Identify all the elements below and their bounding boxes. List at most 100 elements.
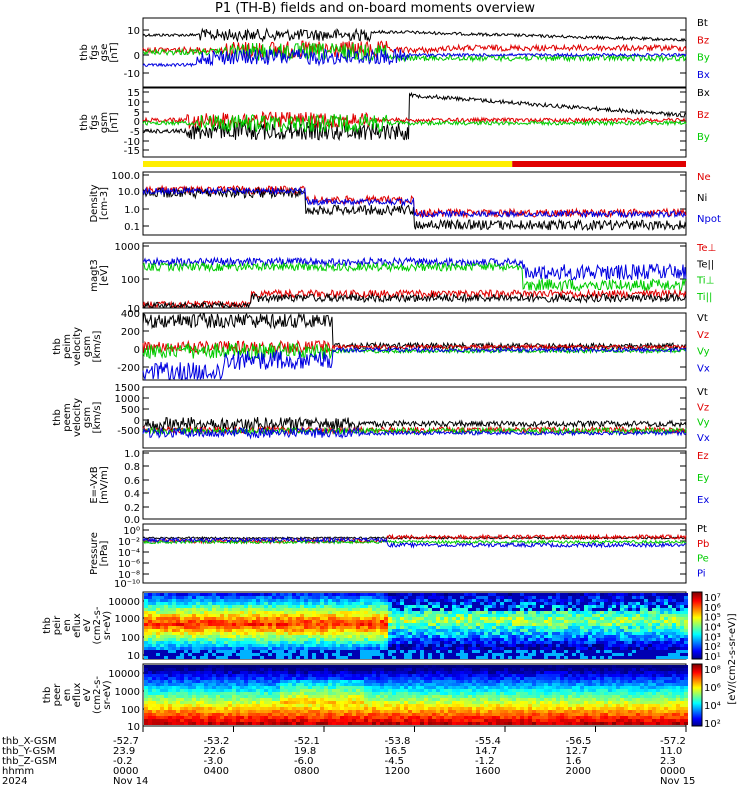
- ytick-label: 10⁰: [123, 526, 140, 537]
- legend-fgs_gse-0: Bt: [697, 18, 708, 29]
- ytick-label: 10: [127, 98, 140, 109]
- ylabel-line: [eV]: [99, 265, 110, 286]
- chart-title: P1 (TH-B) fields and on-board moments ov…: [215, 1, 535, 16]
- xaxis-value: 23.9: [113, 746, 135, 757]
- ytick-label: 10⁻¹⁰: [114, 579, 140, 590]
- ylabel-line: velocity: [72, 327, 83, 366]
- ylabel-peer_eflux: thb peer en eflux eV (cm2-s-sr-eV): [42, 676, 113, 714]
- series-bt: [142, 27, 687, 43]
- ytick-label: 0.0: [124, 515, 140, 526]
- colorbar-peir_eflux: [691, 591, 703, 660]
- ylabel-line: velocity: [72, 398, 83, 437]
- ylabel-line: gse: [99, 44, 110, 62]
- ytick-label: 400: [121, 309, 140, 320]
- colorbar-tick: 10⁵: [704, 613, 721, 624]
- legend-temperature-1: Te||: [696, 259, 714, 270]
- ytick-label: 10: [127, 26, 140, 37]
- ylabel-temperature: magt3 [eV]: [89, 259, 110, 292]
- legend-fgs_gse-2: By: [697, 53, 710, 64]
- xaxis-value: -1.2: [475, 756, 495, 767]
- colorbar-label: [eV/(cm2-s-sr-eV)]: [727, 613, 738, 704]
- ylabel-line: peim: [62, 334, 73, 359]
- legend-pressure-2: Pe: [697, 554, 709, 565]
- legend-peem_velocity-3: Vx: [697, 433, 710, 444]
- legend-fgs_gse-1: Bz: [697, 35, 709, 46]
- legend-peem_velocity-0: Vt: [697, 387, 708, 398]
- ylabel-line: magt3: [89, 259, 100, 292]
- xaxis-value: -52.7: [113, 736, 139, 747]
- ytick-label: 1500: [115, 383, 140, 394]
- xaxis-value: 2.3: [660, 756, 676, 767]
- ylabel-peir_eflux: thb peir en eflux eV (cm2-s-sr-eV): [42, 606, 113, 644]
- legend-peim_velocity-1: Vz: [697, 330, 709, 341]
- ylabel-line: gsm: [99, 112, 110, 133]
- ytick-label: 1000: [115, 687, 140, 698]
- legend-density-2: Npot: [697, 214, 721, 225]
- xaxis-value: 19.8: [294, 746, 316, 757]
- series-pi: [142, 536, 687, 549]
- spectrogram-peer: [144, 665, 688, 725]
- ylabel-line: Pressure: [89, 532, 100, 575]
- series-npot: [142, 186, 687, 219]
- ytick-label: 5: [134, 108, 140, 119]
- ytick-label: 0: [134, 345, 140, 356]
- mode-bar-burst: [512, 161, 686, 167]
- ytick-label: 0.1: [124, 222, 140, 233]
- series-vx-e: [142, 426, 687, 440]
- ytick-label: 100: [121, 633, 140, 644]
- ylabel-peem_velocity: thb peem velocity gsm [km/s]: [52, 398, 103, 437]
- xaxis-row-label: thb_Z-GSM: [2, 756, 57, 767]
- legend-density-0: Ne: [697, 172, 711, 183]
- ytick-label: -500: [117, 426, 140, 437]
- ytick-label: -15: [124, 146, 140, 157]
- xaxis-value: -52.1: [294, 736, 320, 747]
- ylabel-line: eflux: [72, 613, 83, 638]
- ytick-label: 1.0: [124, 449, 140, 460]
- ylabel-fgs_gsm: thb fgs gsm [nT]: [79, 112, 120, 133]
- ytick-label: 0: [134, 51, 140, 62]
- panel-frame-pressure: [142, 523, 687, 584]
- series-bz: [142, 40, 687, 60]
- mode-bar-survey: [143, 161, 513, 167]
- ylabel-line: fgs: [89, 115, 100, 130]
- ytick-label: 0: [134, 416, 140, 427]
- xaxis-value: 14.7: [475, 746, 497, 757]
- legend-peem_velocity-1: Vz: [697, 402, 709, 413]
- ylabel-line: eV: [82, 619, 93, 632]
- ylabel-line: en: [62, 619, 73, 632]
- ylabel-line: (cm2-s-: [92, 606, 103, 644]
- ylabel-line: [mV/m]: [99, 466, 110, 504]
- series-by-gsm: [142, 113, 687, 134]
- legend-efield-1: Ey: [697, 473, 709, 484]
- legend-fgs_gsm-2: By: [697, 132, 710, 143]
- ylabel-line: peer: [52, 683, 63, 707]
- xaxis-row-label: thb_Y-GSM: [2, 746, 55, 757]
- ytick-label: 1000: [115, 242, 140, 253]
- panel-frame-peem_velocity: [142, 386, 687, 449]
- ylabel-peim_velocity: thb peim velocity gsm [km/s]: [52, 327, 103, 366]
- ylabel-line: (cm2-s-: [92, 676, 103, 714]
- ylabel-line: sr-eV): [102, 611, 113, 640]
- colorbar-tick: 10⁴: [704, 623, 721, 634]
- ytick-label: 10.0: [118, 187, 140, 198]
- colorbar-tick: 10⁶: [704, 603, 721, 614]
- xaxis-value: 16.5: [385, 746, 407, 757]
- series-vx-i: [142, 346, 687, 381]
- series-bx-gsm: [142, 91, 687, 142]
- legend-temperature-2: Ti⊥: [696, 276, 714, 287]
- ytick-label: 10⁻⁶: [118, 559, 140, 570]
- colorbar-tick: 10²: [704, 642, 721, 653]
- ytick-label: -10: [124, 137, 140, 148]
- ylabel-line: [nPa]: [99, 540, 110, 566]
- legend-density-1: Ni: [697, 193, 707, 204]
- ylabel-line: fgs: [89, 45, 100, 60]
- ytick-label: 10: [127, 651, 140, 662]
- xaxis-value: 2000: [566, 766, 591, 777]
- series-bx: [142, 48, 687, 68]
- xaxis-value: -0.2: [113, 756, 133, 767]
- xaxis-value: 22.6: [204, 746, 226, 757]
- xaxis-row-label: 2024: [2, 776, 27, 787]
- panel-frame-efield: [142, 450, 687, 520]
- xaxis-row-label: thb_X-GSM: [2, 736, 57, 747]
- xaxis-value: -53.8: [385, 736, 411, 747]
